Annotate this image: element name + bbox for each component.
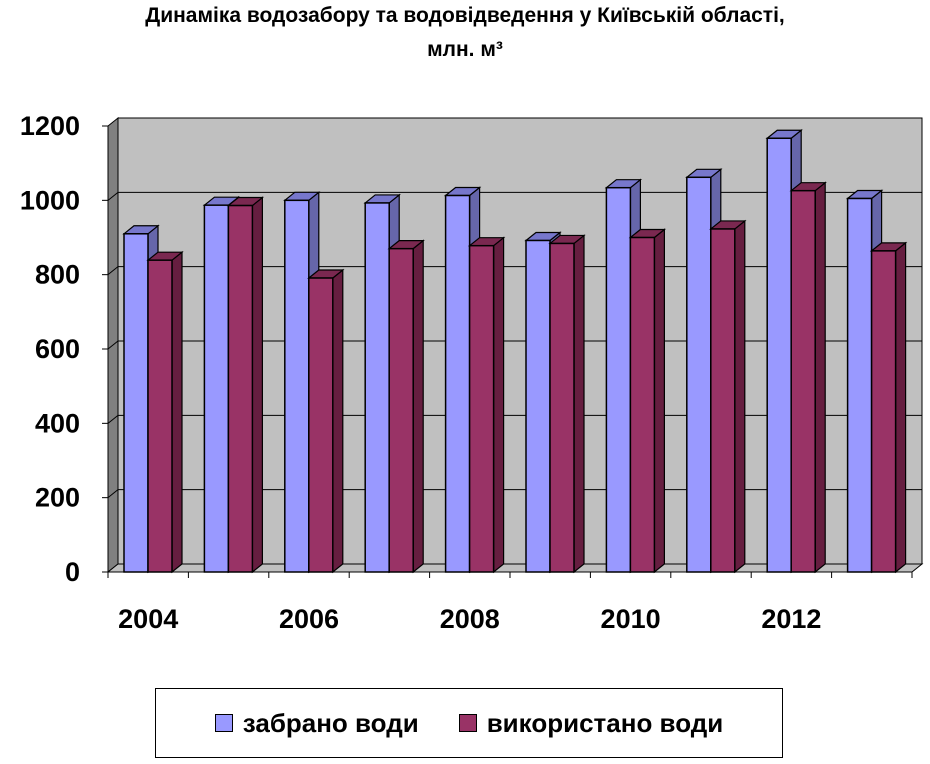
y-tick-label: 400 — [35, 408, 80, 438]
x-tick-label: 2012 — [761, 604, 821, 634]
x-tick-label: 2004 — [118, 604, 178, 634]
legend: забрано води використано води — [155, 688, 783, 758]
bar-side-series-2 — [332, 268, 344, 574]
x-tick-label: 2008 — [440, 604, 500, 634]
bar-side-series-2 — [171, 250, 183, 574]
bar-series-1-2009 — [525, 239, 551, 573]
x-tick-label: 2010 — [601, 604, 661, 634]
legend-swatch-series-2 — [458, 714, 477, 732]
bar-series-2-2007 — [388, 247, 414, 573]
y-tick-label: 800 — [35, 260, 80, 290]
bar-series-1-2007 — [364, 202, 390, 573]
y-tick-label: 0 — [65, 557, 80, 587]
gridline-side — [107, 489, 119, 499]
legend-swatch-series-1 — [214, 714, 233, 732]
gridline-side — [107, 191, 119, 201]
bar-series-2-2012 — [790, 189, 816, 573]
chart-title-line1: Динаміка водозабору та водовідведення у … — [145, 4, 785, 27]
legend-item-series-2: використано води — [458, 707, 724, 739]
bar-side-series-2 — [573, 234, 585, 574]
bar-side-series-2 — [412, 239, 424, 574]
bar-series-2-2009 — [549, 242, 575, 573]
bar-series-1-2010 — [605, 186, 632, 573]
x-tick-label: 2006 — [279, 604, 339, 634]
bar-series-1-2012 — [766, 137, 792, 573]
bar-series-1-2004 — [123, 233, 149, 573]
bar-series-2-2011 — [710, 228, 736, 573]
legend-item-series-1: забрано води — [214, 707, 419, 739]
y-tick-label: 600 — [35, 334, 80, 364]
gridline-side — [107, 340, 119, 350]
y-tick-label: 200 — [35, 483, 80, 513]
bar-side-series-2 — [734, 219, 746, 574]
bar-series-1-2008 — [444, 194, 471, 573]
bar-series-2-2006 — [308, 277, 334, 573]
bar-side-series-2 — [814, 181, 826, 574]
bar-side-series-2 — [653, 228, 666, 574]
bar-side-series-2 — [493, 236, 505, 574]
bar-series-1-2005 — [203, 204, 230, 573]
y-tick-label: 1000 — [20, 185, 80, 215]
chart-plot: 0 200 400 600 800 1000 1200 2004 2006 2008 2010 201… — [20, 111, 924, 634]
y-tick-label: 1200 — [20, 111, 80, 141]
legend-label-series-2: використано води — [486, 707, 724, 738]
bar-series-2-2008 — [468, 244, 495, 573]
gridline-side — [107, 266, 119, 276]
bar-series-1-2006 — [284, 199, 310, 573]
bar-side-series-2 — [894, 241, 907, 574]
bar-series-1-2011 — [686, 176, 712, 573]
bar-series-2-2005 — [227, 204, 254, 573]
gridline-side — [107, 414, 119, 424]
legend-label-series-1: забрано води — [242, 707, 419, 738]
bar-series-2-2010 — [629, 236, 656, 573]
chart-title-line2: млн. м³ — [427, 38, 503, 61]
bar-series-2-2004 — [147, 259, 173, 573]
bar-series-2-2013 — [870, 250, 897, 573]
bar-side-series-2 — [251, 196, 263, 574]
bar-series-1-2013 — [846, 197, 873, 573]
